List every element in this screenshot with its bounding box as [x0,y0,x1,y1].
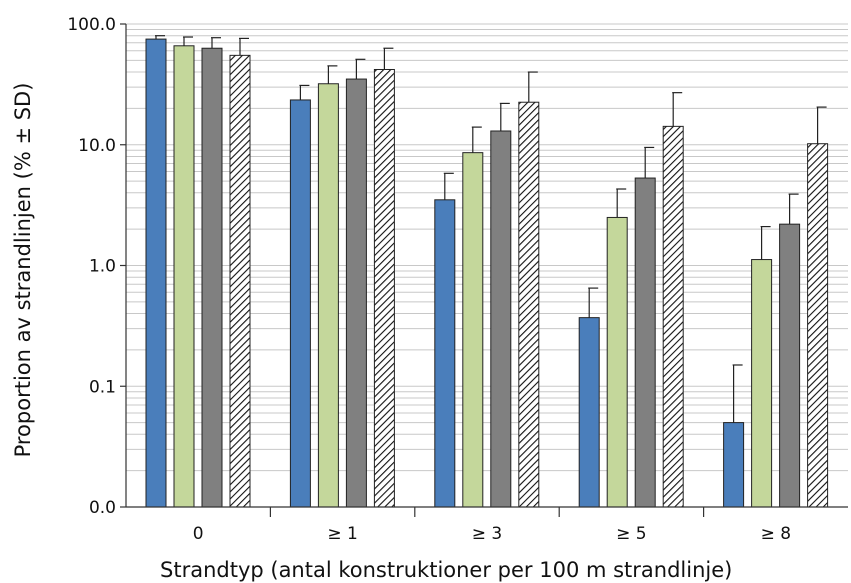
bar [518,101,540,508]
bar [606,216,628,508]
bar [807,143,829,508]
bar [634,177,656,508]
bar [229,54,251,508]
bar [490,130,512,508]
x-tick-label: ≥ 3 [472,524,502,544]
x-tick-label: ≥ 5 [616,524,646,544]
y-tick-label: 10.0 [78,136,116,156]
x-tick-label: ≥ 1 [327,524,357,544]
y-tick-label: 1.0 [89,257,116,277]
y-axis-title: Proportion av strandlinjen (% ± SD) [11,83,35,458]
bar [723,422,745,508]
bar [578,317,600,508]
bar [201,47,223,508]
bar [317,83,339,508]
y-tick-label: 0.1 [89,377,116,397]
bar [173,45,195,508]
bar [289,99,311,508]
bar [662,125,684,508]
bar [345,78,367,508]
bar [779,223,801,508]
y-tick-label: 0.0 [89,498,116,518]
bar [373,68,395,508]
x-tick-label: ≥ 8 [761,524,791,544]
axes [120,23,848,517]
bar [462,152,484,508]
x-tick-labels: 0 ≥ 1 ≥ 3 ≥ 5 ≥ 8 [193,524,791,544]
bar [751,259,773,508]
x-tick-label: 0 [193,524,204,544]
bars [145,35,829,508]
bar [434,199,456,508]
x-axis-title: Strandtyp (antal konstruktioner per 100 … [160,558,732,582]
y-tick-label: 100.0 [67,15,116,35]
bar [145,38,167,508]
y-tick-labels: 0.0 0.1 1.0 10.0 100.0 [67,15,116,518]
